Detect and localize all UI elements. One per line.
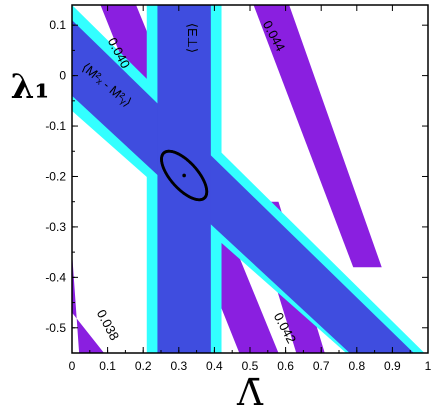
x-tick-label: 0.5 — [242, 359, 259, 373]
y-tick-label: 0.1 — [49, 18, 66, 32]
y-axis-title: λ₁ — [11, 67, 50, 107]
band-label-vertical: ⟨E⊥⟩ — [185, 23, 200, 53]
ellipse-center-point — [182, 173, 186, 178]
purple-band-0 — [72, 252, 105, 353]
ellipse-dot — [202, 196, 206, 200]
x-tick-label: 0.2 — [135, 359, 152, 373]
y-tick-label: -0.4 — [45, 270, 66, 284]
x-tick-label: 0.4 — [206, 359, 223, 373]
y-tick-label: 0 — [59, 69, 66, 83]
x-tick-label: 0.6 — [277, 359, 294, 373]
y-tick-label: -0.3 — [45, 220, 66, 234]
band-label-0038: 0.038 — [94, 307, 123, 343]
x-tick-label: 0.7 — [313, 359, 330, 373]
y-tick-label: -0.5 — [45, 321, 66, 335]
x-axis-title: Λ̄ — [236, 373, 264, 414]
x-tick-label: 0.1 — [99, 359, 116, 373]
x-tick-label: 0.3 — [170, 359, 187, 373]
x-tick-label: 0.8 — [348, 359, 365, 373]
ellipse-dots — [160, 149, 209, 202]
axes: 0 0.1 0.2 0.3 0.4 0.5 0.6 0.7 0.8 0.9 1 0.1 0 -0.1 -0.… — [45, 5, 432, 373]
x-tick-label: 0 — [69, 359, 76, 373]
purple-band-3 — [253, 5, 382, 268]
x-tick-label: 0.9 — [384, 359, 401, 373]
y-tick-label: -0.1 — [45, 119, 66, 133]
y-tick-label: -0.2 — [45, 169, 66, 183]
x-tick-label: 1 — [425, 359, 432, 373]
